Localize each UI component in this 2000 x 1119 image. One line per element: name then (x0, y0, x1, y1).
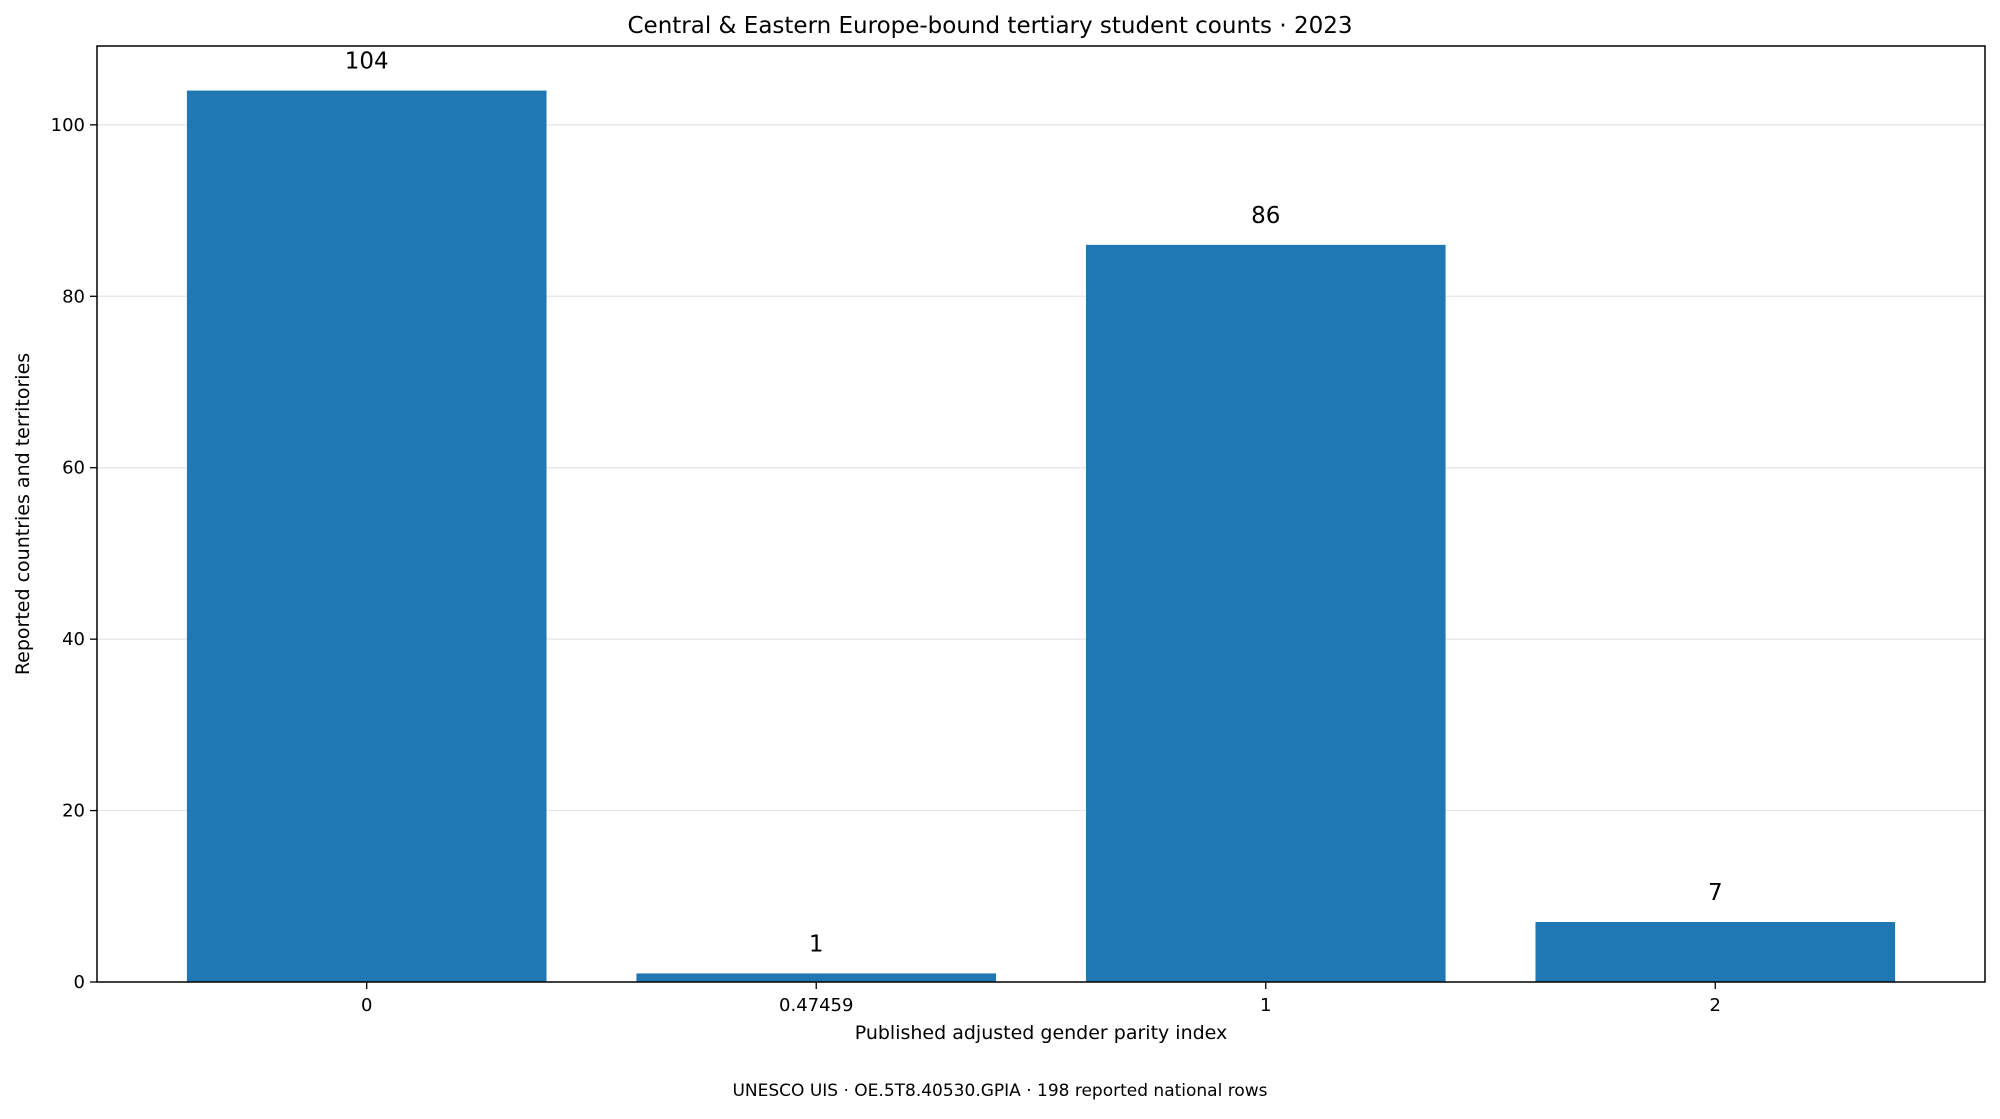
source-note: UNESCO UIS · OE.5T8.40530.GPIA · 198 rep… (732, 1081, 1267, 1101)
chart-title: Central & Eastern Europe-bound tertiary … (627, 13, 1352, 39)
bar-value-label: 1 (809, 931, 824, 957)
y-axis: 0 20 40 60 80 100 (51, 115, 97, 993)
bar-3 (1535, 922, 1896, 982)
bar-2 (1085, 244, 1446, 982)
y-axis-label: Reported countries and territories (12, 353, 34, 675)
bar-0 (186, 90, 547, 983)
y-tick-label: 0 (74, 972, 85, 993)
x-axis-label: Published adjusted gender parity index (855, 1022, 1228, 1044)
bar-1 (636, 973, 997, 982)
bar-value-label: 86 (1251, 203, 1280, 229)
bar-value-label: 7 (1708, 880, 1723, 906)
y-tick-label: 80 (62, 286, 85, 307)
y-tick-label: 40 (62, 629, 85, 650)
plot-frame (96, 45, 1986, 983)
y-tick-label: 20 (62, 801, 85, 822)
x-tick-label: 2 (1710, 995, 1721, 1016)
data-labels-layer: 104 1 86 7 (345, 49, 1723, 958)
y-tick-label: 100 (51, 115, 85, 136)
x-axis: 0 0.47459 1 2 (361, 982, 1721, 1016)
x-tick-label: 0.47459 (779, 995, 853, 1016)
x-tick-label: 1 (1260, 995, 1271, 1016)
x-tick-label: 0 (361, 995, 372, 1016)
y-tick-label: 60 (62, 458, 85, 479)
bars-layer (186, 90, 1896, 983)
bar-value-label: 104 (345, 49, 389, 75)
